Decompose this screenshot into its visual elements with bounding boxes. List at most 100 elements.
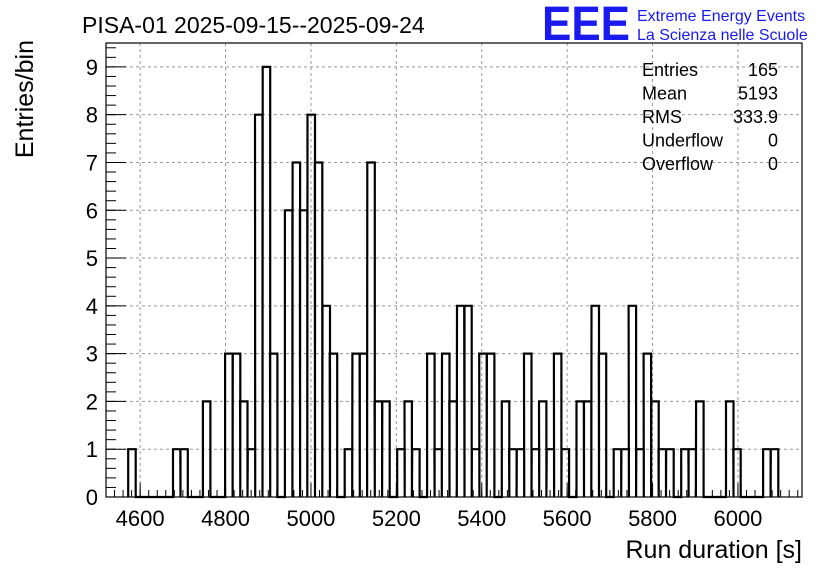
eee-logo: EEE Extreme Energy Events La Scienza nel… (542, 0, 808, 51)
x-tick-label: 5800 (628, 506, 677, 531)
histogram-bar (404, 401, 411, 497)
histogram-bar (300, 210, 307, 497)
y-tick-label: 4 (86, 294, 98, 319)
histogram-bar (629, 306, 636, 497)
histogram-bar (270, 354, 277, 497)
histogram-bar (449, 401, 456, 497)
histogram-bar (285, 210, 292, 497)
histogram-bar (733, 449, 740, 497)
histogram-bar (457, 306, 464, 497)
axes (105, 42, 803, 498)
histogram-bar (771, 449, 778, 497)
chart-title: PISA-01 2025-09-15--2025-09-24 (82, 12, 425, 38)
y-tick-labels: 0 1 2 3 4 5 6 7 8 9 (86, 55, 98, 510)
stats-label: Mean (642, 84, 687, 104)
histogram-bar (345, 449, 352, 497)
histogram-bar (547, 449, 554, 497)
histogram-bar (412, 449, 419, 497)
stats-label: Overflow (642, 154, 714, 174)
histogram-bar (539, 401, 546, 497)
histogram-bar (180, 449, 187, 497)
stats-value: 165 (748, 60, 778, 80)
stats-label: Entries (642, 60, 698, 80)
y-tick-label: 9 (86, 55, 98, 80)
histogram-bar (382, 401, 389, 497)
plot-frame (105, 42, 803, 498)
histogram-bar (621, 449, 628, 497)
x-tick-label: 5200 (372, 506, 421, 531)
stats-label: RMS (642, 107, 682, 127)
stats-label: Underflow (642, 131, 724, 151)
histogram-bar (427, 354, 434, 497)
histogram-bar (562, 449, 569, 497)
histogram-bar (225, 354, 232, 497)
histogram-bar (479, 354, 486, 497)
histogram-bar (584, 401, 591, 497)
histogram-bar (577, 401, 584, 497)
histogram-bars (127, 65, 780, 499)
x-tick-labels: 4600 4800 5000 5200 5400 5600 5800 6000 (116, 506, 763, 531)
histogram-bar (517, 449, 524, 497)
histogram-bar (696, 401, 703, 497)
y-tick-label: 2 (86, 389, 98, 414)
histogram-bar (666, 449, 673, 497)
stats-value: 333.9 (733, 107, 778, 127)
stats-value: 5193 (738, 84, 778, 104)
stats-value: 0 (768, 154, 778, 174)
histogram-bar (367, 162, 374, 497)
histogram-bar (472, 449, 479, 497)
histogram-bar (464, 306, 471, 497)
histogram-bar (128, 449, 135, 497)
histogram-bar (375, 401, 382, 497)
stats-value: 0 (768, 131, 778, 151)
histogram-bar (591, 306, 598, 497)
histogram-bar (293, 162, 300, 497)
histogram-bar (554, 354, 561, 497)
histogram-outline (127, 65, 780, 499)
x-tick-label: 4600 (116, 506, 165, 531)
x-tick-label: 4800 (201, 506, 250, 531)
y-tick-label: 7 (86, 150, 98, 175)
y-tick-label: 8 (86, 103, 98, 128)
histogram-bar (233, 354, 240, 497)
eee-logo-mark: EEE (542, 0, 630, 51)
x-axis-label: Run duration [s] (626, 536, 803, 564)
histogram-bar (532, 449, 539, 497)
y-tick-label: 0 (86, 485, 98, 510)
histogram-bar (599, 354, 606, 497)
histogram-bar (173, 449, 180, 497)
histogram-bar (487, 354, 494, 497)
histogram-bar (397, 449, 404, 497)
eee-logo-line1: Extreme Energy Events (637, 8, 805, 25)
histogram-bar (644, 354, 651, 497)
histogram-bar (524, 354, 531, 497)
histogram-bar (263, 67, 270, 497)
histogram-bar (636, 449, 643, 497)
grid-lines (106, 43, 802, 497)
x-tick-label: 5400 (457, 506, 506, 531)
histogram-bar (360, 354, 367, 497)
histogram-bar (255, 115, 262, 497)
histogram-bar (651, 401, 658, 497)
histogram-bar (509, 449, 516, 497)
stats-box: Entries 165 Mean 5193 RMS 333.9 Underflow 0 Over… (642, 60, 778, 174)
histogram-bar (203, 401, 210, 497)
histogram-bar (763, 449, 770, 497)
histogram-bar (434, 449, 441, 497)
y-tick-label: 3 (86, 342, 98, 367)
eee-logo-line2: La Scienza nelle Scuole (637, 27, 808, 44)
y-tick-label: 6 (86, 198, 98, 223)
histogram-bar (442, 354, 449, 497)
histogram-bar (659, 449, 666, 497)
histogram-bar (248, 449, 255, 497)
histogram-bar (322, 306, 329, 497)
histogram-bar (330, 354, 337, 497)
histogram-bar (502, 401, 509, 497)
y-tick-label: 5 (86, 246, 98, 271)
histogram-bar (726, 401, 733, 497)
x-tick-label: 6000 (713, 506, 762, 531)
histogram-bar (308, 115, 315, 497)
x-tick-label: 5000 (286, 506, 335, 531)
x-tick-label: 5600 (543, 506, 592, 531)
